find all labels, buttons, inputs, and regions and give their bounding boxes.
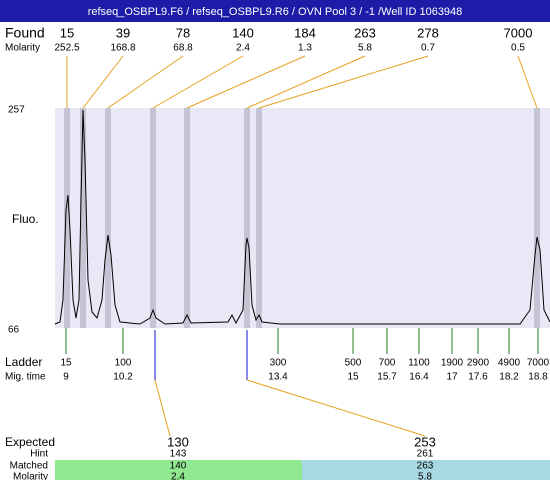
ladder-size: 1100: [408, 358, 430, 369]
hint-size: 143: [170, 449, 187, 460]
found-size: 39: [116, 25, 130, 40]
matched-molarity: 2.4: [171, 472, 185, 480]
ladder-size: 4900: [498, 358, 521, 369]
hint-size: 261: [417, 449, 434, 460]
peak-connector: [258, 55, 429, 109]
peak-connector: [82, 55, 124, 109]
peak-band: [105, 108, 111, 328]
trace: [54, 109, 550, 325]
hint-label: Hint: [30, 449, 48, 460]
found-molarity: 0.7: [421, 43, 435, 54]
found-size: 278: [417, 25, 439, 40]
y-min: 66: [8, 325, 20, 336]
found-size: 140: [232, 25, 254, 40]
molarity-label: Molarity: [13, 472, 48, 480]
ladder-size: 100: [115, 358, 132, 369]
expected-size: 130: [167, 434, 189, 449]
ladder-size: 300: [270, 358, 287, 369]
matched-band: [55, 460, 302, 480]
found-size: 263: [354, 25, 376, 40]
peak-connector: [186, 55, 306, 109]
expected-connector: [246, 379, 426, 437]
found-size: 7000: [504, 25, 533, 40]
peak-band: [256, 108, 262, 328]
ladder-time: 17.6: [468, 372, 488, 383]
ladder-time: 16.4: [409, 372, 429, 383]
peak-connector: [517, 55, 538, 109]
ladder-time: 18.8: [528, 372, 548, 383]
peak-band: [150, 108, 156, 328]
found-molarity: 252.5: [54, 43, 79, 54]
peak-band: [64, 108, 70, 328]
ladder-time: 15: [347, 372, 359, 383]
found-molarity: 2.4: [236, 43, 250, 54]
y-axis-label: Fluo.: [12, 212, 39, 226]
found-size: 15: [60, 25, 74, 40]
y-max: 257: [8, 105, 25, 116]
found-molarity: 168.8: [110, 43, 135, 54]
peak-connector: [107, 55, 184, 109]
ladder-size: 15: [60, 358, 72, 369]
ladder-time: 17: [446, 372, 458, 383]
found-label: Found: [5, 25, 45, 41]
found-molarity: 1.3: [298, 43, 312, 54]
expected-size: 253: [414, 434, 436, 449]
ladder-size: 700: [379, 358, 396, 369]
ladder-time: 15.7: [377, 372, 397, 383]
found-size: 78: [176, 25, 190, 40]
molarity-label: Molarity: [5, 43, 40, 54]
found-size: 184: [294, 25, 316, 40]
matched-size: 263: [417, 461, 434, 472]
matched-band: [302, 460, 550, 480]
peak-band: [80, 108, 86, 328]
matched-size: 140: [170, 461, 187, 472]
found-molarity: 0.5: [511, 43, 525, 54]
expected-connector: [154, 379, 171, 437]
ladder-size: 7000: [527, 358, 550, 369]
peak-connector: [152, 55, 244, 109]
peak-connector: [246, 55, 366, 109]
found-molarity: 68.8: [173, 43, 193, 54]
ladder-time: 10.2: [113, 372, 133, 383]
peak-band: [184, 108, 190, 328]
ladder-label: Ladder: [5, 355, 42, 369]
ladder-time: 9: [63, 372, 69, 383]
peak-band: [244, 108, 250, 328]
matched-molarity: 5.8: [418, 472, 432, 480]
found-molarity: 5.8: [358, 43, 372, 54]
ladder-size: 2900: [467, 358, 490, 369]
matched-label: Matched: [10, 461, 48, 472]
ladder-time: 18.2: [499, 372, 519, 383]
title-bar: [0, 0, 550, 22]
ladder-time: 13.4: [268, 372, 288, 383]
ladder-size: 1900: [441, 358, 464, 369]
mig-time-label: Mig. time: [5, 372, 46, 383]
plot-area: [55, 108, 550, 328]
title: refseq_OSBPL9.F6 / refseq_OSBPL9.R6 / OV…: [88, 6, 463, 18]
peak-band: [534, 108, 540, 328]
ladder-size: 500: [345, 358, 362, 369]
expected-label: Expected: [5, 435, 55, 449]
